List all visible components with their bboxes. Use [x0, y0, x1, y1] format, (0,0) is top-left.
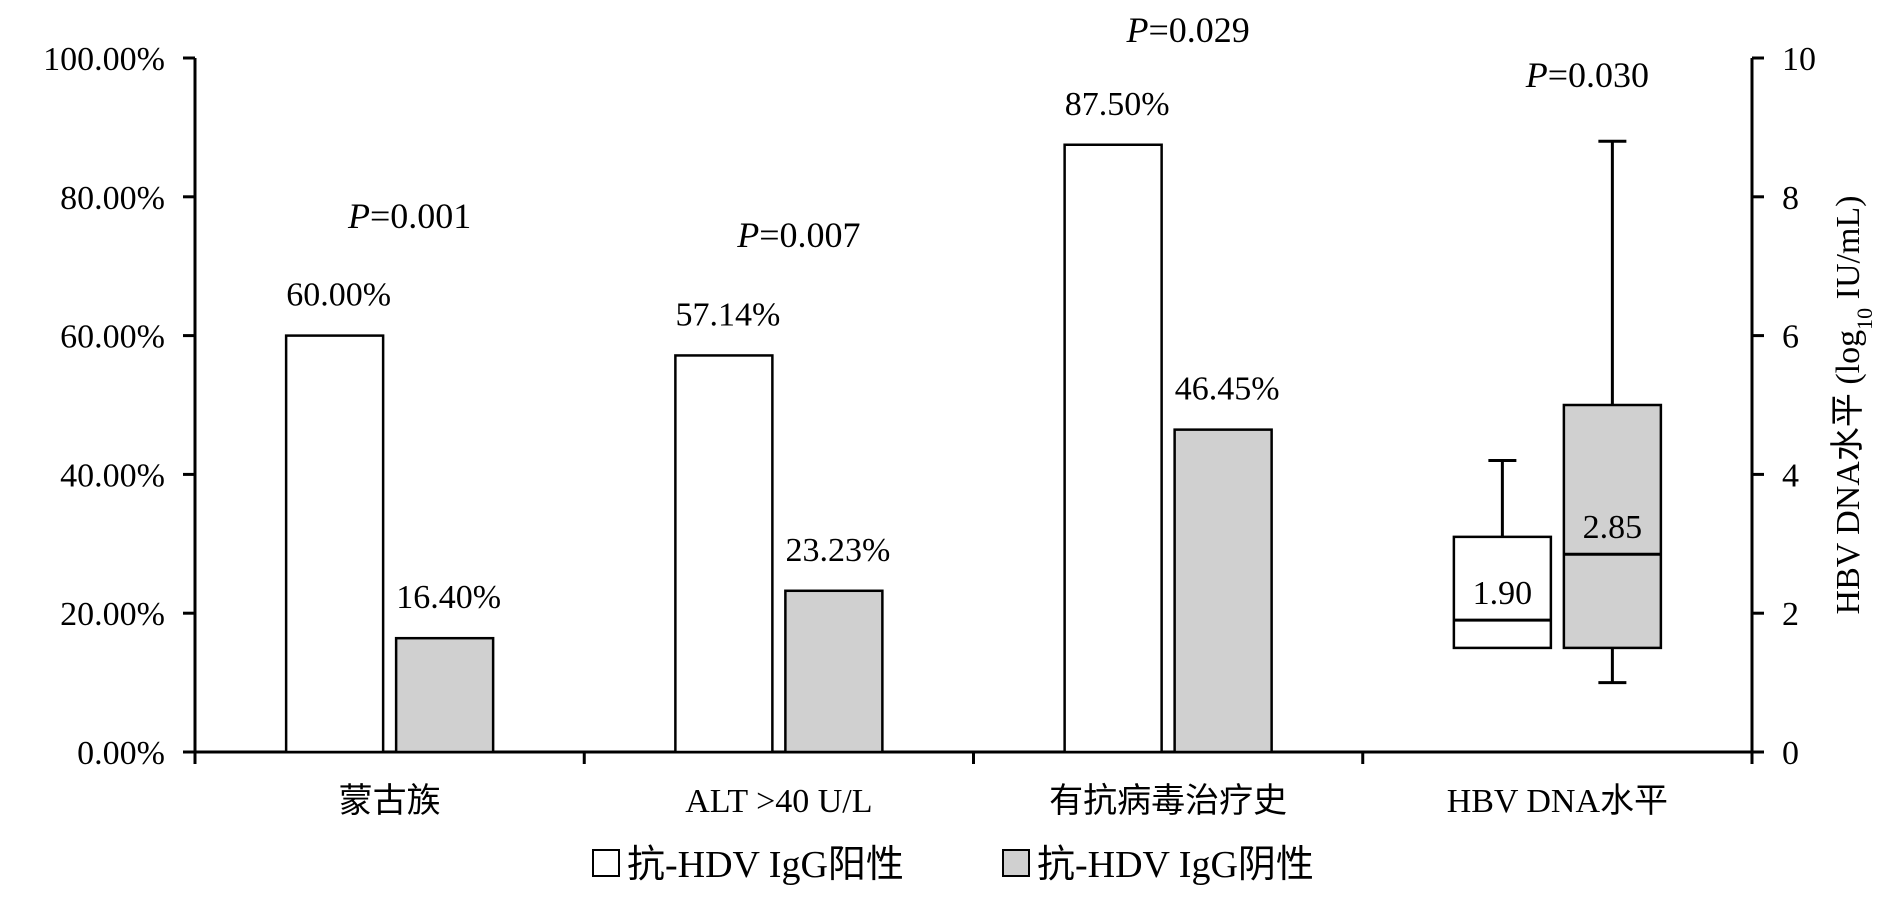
legend: 抗-HDV IgG阳性 抗-HDV IgG阴性: [592, 844, 1314, 886]
x-axis: 蒙古族 ALT >40 U/L 有抗病毒治疗史 HBV DNA水平: [193, 750, 1754, 820]
p-value-prefix: P: [736, 215, 759, 255]
category-label: ALT >40 U/L: [685, 783, 872, 820]
left-tick-label: 60.00%: [60, 319, 165, 356]
category-label: 有抗病毒治疗史: [1049, 782, 1287, 820]
p-value-label: P=0.007: [736, 215, 860, 255]
right-axis-title-subscript: 10: [1852, 308, 1877, 330]
right-tick-label: 2: [1782, 596, 1799, 633]
bar-value-label: 60.00%: [286, 277, 391, 314]
category-label: HBV DNA水平: [1447, 783, 1668, 820]
left-y-axis: 0.00% 20.00% 40.00% 60.00% 80.00% 100.00%: [43, 41, 197, 772]
box-median-label: 2.85: [1583, 509, 1643, 546]
right-tick-label: 0: [1782, 735, 1799, 772]
category-label: 蒙古族: [339, 782, 441, 820]
left-tick-label: 0.00%: [77, 735, 165, 772]
bar: [394, 636, 495, 754]
bar-value-label: 57.14%: [675, 296, 780, 333]
legend-label: 抗-HDV IgG阴性: [1037, 844, 1314, 886]
p-value-number: =0.030: [1548, 55, 1649, 95]
bar-value-label: 16.40%: [396, 579, 501, 616]
left-tick-label: 40.00%: [60, 457, 165, 494]
box: [1562, 403, 1663, 650]
box-median-label: 1.90: [1473, 575, 1533, 612]
p-value-prefix: P: [347, 196, 370, 236]
bar: [674, 354, 774, 754]
right-tick-label: 8: [1782, 180, 1799, 217]
p-value-label: P=0.029: [1125, 10, 1249, 50]
right-axis-title-main: HBV DNA水平 (log: [1830, 330, 1867, 615]
boxplots: [1452, 139, 1663, 685]
right-axis-title-unit: IU/mL): [1830, 196, 1867, 308]
bar-value-label: 87.50%: [1065, 86, 1170, 123]
p-value-prefix: P: [1125, 10, 1148, 50]
p-value-number: =0.007: [759, 215, 860, 255]
bars: [284, 143, 1273, 754]
legend-swatch: [592, 849, 620, 877]
p-value-prefix: P: [1525, 55, 1548, 95]
p-value-number: =0.029: [1148, 10, 1249, 50]
bar-value-label: 23.23%: [785, 532, 890, 569]
bar-value-label: 46.45%: [1175, 371, 1280, 408]
box: [1452, 535, 1553, 650]
left-tick-label: 100.00%: [43, 41, 165, 78]
p-value-number: =0.001: [370, 196, 471, 236]
bar: [784, 589, 884, 754]
right-axis-title: HBV DNA水平 (log10 IU/mL): [1830, 196, 1877, 615]
right-tick-label: 6: [1782, 319, 1799, 356]
left-tick-label: 80.00%: [60, 180, 165, 217]
bar: [284, 334, 385, 754]
right-tick-label: 10: [1782, 41, 1816, 78]
p-value-label: P=0.001: [347, 196, 471, 236]
value-labels: 60.00% 57.14% 87.50% 16.40% 23.23% 46.45% 1.90…: [286, 86, 1642, 616]
p-value-label: P=0.030: [1525, 55, 1649, 95]
left-tick-label: 20.00%: [60, 596, 165, 633]
legend-label: 抗-HDV IgG阳性: [627, 844, 904, 886]
legend-swatch: [1002, 849, 1030, 877]
bar: [1063, 143, 1163, 754]
right-tick-label: 4: [1782, 457, 1799, 494]
bar: [1173, 428, 1273, 754]
